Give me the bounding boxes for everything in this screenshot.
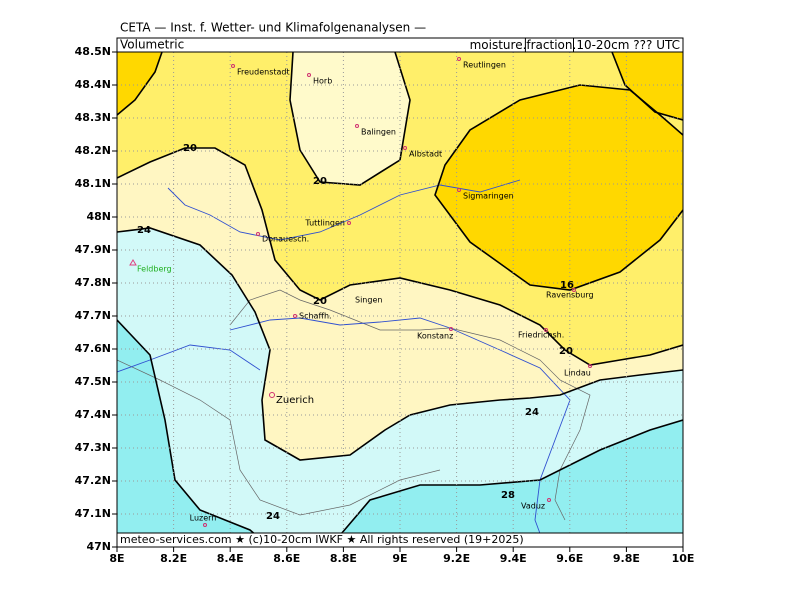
field-lightcyan <box>117 228 683 547</box>
city-marker <box>293 314 297 318</box>
city-label: Singen <box>355 296 382 305</box>
y-tick-label: 47.3N <box>75 441 111 454</box>
y-tick-label: 47.7N <box>75 309 111 322</box>
contour-label: 28 <box>501 490 515 501</box>
labels: Freudenstadt Horb Balingen Albstadt Reutling… <box>129 57 594 527</box>
left-label: Volumetric <box>120 38 184 52</box>
city-marker <box>572 288 576 292</box>
city-label: Luzern <box>190 514 217 523</box>
field-gold <box>612 52 683 120</box>
city-marker <box>203 523 207 527</box>
contour-line <box>434 84 683 291</box>
city-marker <box>231 64 235 68</box>
x-tick-label: 10E <box>672 552 695 565</box>
city-marker <box>307 73 311 77</box>
y-tick-label: 48.4N <box>75 78 111 91</box>
y-tick-label: 47.4N <box>75 408 111 421</box>
city-marker <box>129 259 137 266</box>
city-label: Lindau <box>564 369 591 378</box>
y-tick-label: 47.2N <box>75 474 111 487</box>
label-boxed: fraction <box>526 38 572 52</box>
city-marker <box>403 146 407 150</box>
contour-line <box>117 52 163 116</box>
city-marker <box>457 57 461 61</box>
footer: meteo-services.com ★ (c)10-20cm IWKF ★ A… <box>120 533 524 546</box>
city-label: Reutlingen <box>463 61 506 70</box>
y-tick-label: 47.8N <box>75 276 111 289</box>
city-marker <box>256 232 260 236</box>
city-marker <box>547 498 551 502</box>
x-tick-label: 9.4E <box>500 552 527 565</box>
contour-line <box>329 419 683 547</box>
frame <box>116 51 684 548</box>
city-label: Albstadt <box>409 150 442 159</box>
contour-label: 20 <box>313 176 327 187</box>
right-label: moisture.fraction.10-20cm ??? UTC <box>470 38 680 52</box>
city-label: Sigmaringen <box>463 192 514 201</box>
city-marker <box>355 124 359 128</box>
contour-label: 24 <box>137 225 151 236</box>
y-tick-label: 48.3N <box>75 111 111 124</box>
field-gold <box>117 52 162 115</box>
city-marker <box>449 327 453 331</box>
contour-label: 24 <box>266 511 280 522</box>
y-tick-label: 47.9N <box>75 243 111 256</box>
city-label: Freudenstadt <box>237 68 290 77</box>
city-label: Vaduz <box>521 502 545 511</box>
river <box>167 179 521 241</box>
label-suffix: .10-20cm ??? UTC <box>573 38 681 52</box>
city-marker <box>588 364 592 368</box>
city-marker <box>269 392 275 398</box>
x-tick-label: 9.6E <box>556 552 583 565</box>
city-marker <box>457 188 461 192</box>
city-marker <box>347 221 351 225</box>
header-title: CETA — Inst. f. Wetter- und Klimafolgena… <box>120 21 426 35</box>
contour-label: 24 <box>525 407 539 418</box>
x-tick-label: 8.6E <box>273 552 300 565</box>
x-tick-label: 9E <box>392 552 407 565</box>
x-tick-label: 8.2E <box>160 552 187 565</box>
y-tick-label: 47N <box>86 540 111 553</box>
river <box>117 344 261 373</box>
contour-line <box>289 52 411 186</box>
label-prefix: moisture. <box>470 38 527 52</box>
river <box>229 317 571 547</box>
contour-line <box>117 227 683 461</box>
y-tick-label: 47.6N <box>75 342 111 355</box>
x-tick-label: 8.4E <box>217 552 244 565</box>
x-tick-label: 8.8E <box>330 552 357 565</box>
contour-label: 20 <box>183 143 197 154</box>
city-label: Zuerich <box>276 395 314 406</box>
city-label: Tuttlingen <box>304 219 345 228</box>
contour-label: 16 <box>560 280 574 291</box>
field-cyan <box>117 320 270 547</box>
y-tick-label: 47.1N <box>75 507 111 520</box>
field-gold <box>435 85 683 290</box>
city-label: Feldberg <box>137 265 172 274</box>
y-tick-label: 48.1N <box>75 177 111 190</box>
city-marker <box>544 328 548 332</box>
contour-line <box>117 319 271 547</box>
city-label: Konstanz <box>417 332 453 341</box>
city-label: Balingen <box>361 128 396 137</box>
y-tick-label: 48N <box>86 210 111 223</box>
city-label: Donauesch. <box>262 235 309 244</box>
x-tick-label: 9.8E <box>613 552 640 565</box>
city-label: Ravensburg <box>546 291 594 300</box>
city-label: Schaffh. <box>299 312 332 321</box>
y-tick-label: 48.5N <box>75 45 111 58</box>
x-tick-label: 9.2E <box>443 552 470 565</box>
contour-label: 20 <box>313 296 327 307</box>
x-tick-label: 8E <box>109 552 124 565</box>
city-label: Friedrichsh. <box>518 331 564 340</box>
y-tick-label: 47.5N <box>75 375 111 388</box>
city-label: Horb <box>313 77 332 86</box>
border <box>117 359 441 516</box>
y-tick-label: 48.2N <box>75 144 111 157</box>
contour-label: 20 <box>559 346 573 357</box>
